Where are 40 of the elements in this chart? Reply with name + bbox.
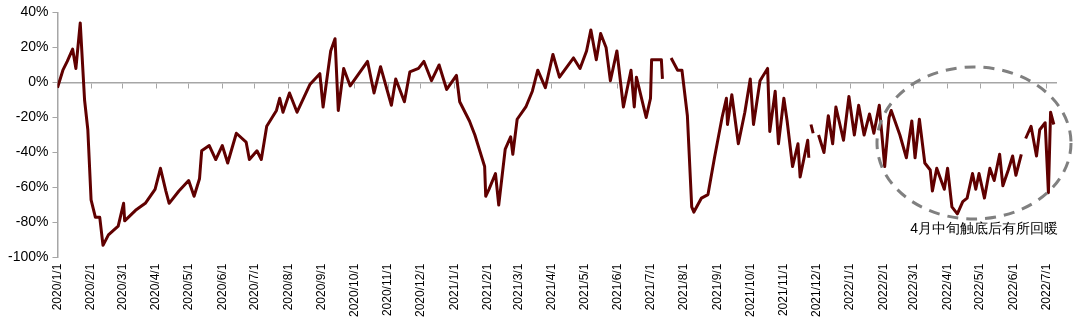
y-tick-label: -80% bbox=[15, 213, 49, 230]
x-tick-label: 2022/6/1 bbox=[1006, 263, 1021, 311]
annotation: 4月中旬触底后有所回暖 bbox=[910, 220, 1058, 238]
y-tick-label: 40% bbox=[20, 3, 49, 20]
x-tick-label: 2022/4/1 bbox=[939, 263, 954, 311]
x-tick-label: 2020/11/1 bbox=[380, 263, 395, 317]
x-tick-label: 2021/3/1 bbox=[510, 263, 525, 311]
x-tick-label: 2020/6/1 bbox=[214, 263, 229, 311]
y-tick-label: -40% bbox=[15, 143, 49, 160]
x-tick-label: 2020/9/1 bbox=[314, 263, 329, 311]
y-tick-label: -20% bbox=[15, 108, 49, 125]
x-tick-label: 2020/1/1 bbox=[49, 263, 64, 311]
y-tick-label: 0% bbox=[28, 73, 49, 90]
x-tick-label: 2021/6/1 bbox=[610, 263, 625, 311]
x-tick-label: 2022/7/1 bbox=[1038, 263, 1053, 311]
x-tick-label: 2020/4/1 bbox=[148, 263, 163, 311]
x-tick-label: 2021/4/1 bbox=[544, 263, 559, 311]
x-tick-label: 2020/10/1 bbox=[346, 263, 361, 318]
x-tick-label: 2020/12/1 bbox=[412, 263, 427, 318]
x-tick-label: 2021/9/1 bbox=[710, 263, 725, 311]
x-tick-label: 2021/8/1 bbox=[676, 263, 691, 311]
x-tick-label: 2020/5/1 bbox=[180, 263, 195, 311]
x-tick-label: 2020/7/1 bbox=[247, 263, 262, 311]
x-tick-label: 2022/1/1 bbox=[842, 263, 857, 311]
x-tick-label: 2021/11/1 bbox=[776, 263, 791, 317]
x-tick-label: 2021/10/1 bbox=[742, 263, 757, 318]
x-tick-label: 2020/3/1 bbox=[114, 263, 129, 311]
x-tick-label: 2022/5/1 bbox=[972, 263, 987, 311]
x-tick-label: 2021/1/1 bbox=[446, 263, 461, 311]
y-tick-label: -100% bbox=[8, 248, 49, 265]
x-tick-label: 2021/2/1 bbox=[480, 263, 495, 311]
x-tick-label: 2021/12/1 bbox=[808, 263, 823, 318]
x-tick-label: 2022/3/1 bbox=[906, 263, 921, 311]
x-tick-label: 2022/2/1 bbox=[875, 263, 890, 311]
x-tick-label: 2020/2/1 bbox=[83, 263, 98, 311]
x-tick-label: 2020/8/1 bbox=[280, 263, 295, 311]
x-tick-label: 2021/7/1 bbox=[642, 263, 657, 311]
y-tick-label: 20% bbox=[20, 38, 49, 55]
y-tick-label: -60% bbox=[15, 178, 49, 195]
x-tick-label: 2021/5/1 bbox=[576, 263, 591, 311]
